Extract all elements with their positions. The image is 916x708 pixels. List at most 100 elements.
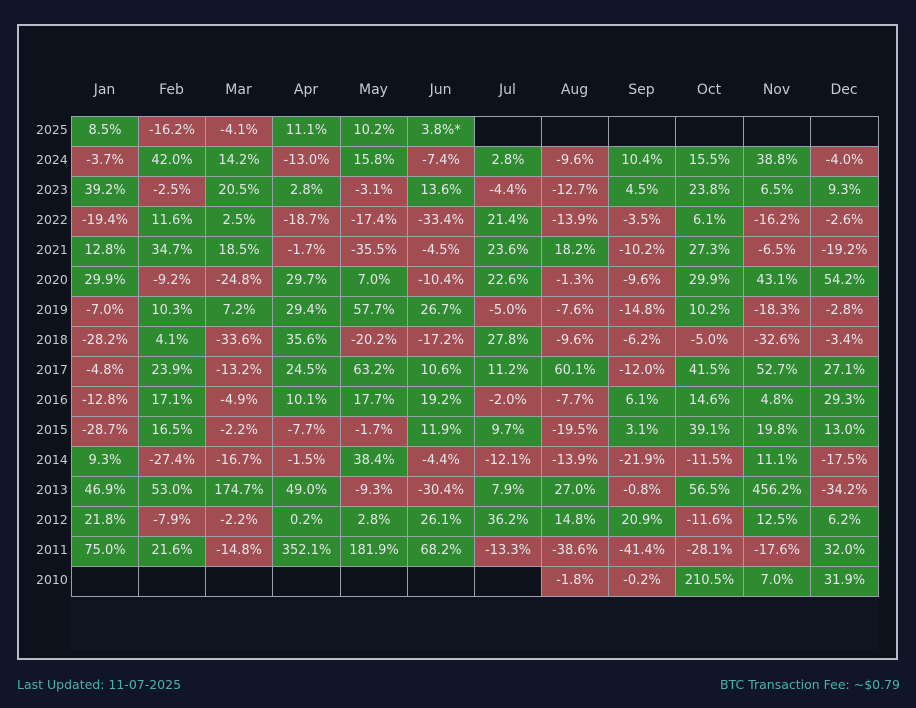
- return-cell: 46.9%: [71, 476, 139, 507]
- return-cell: 38.8%: [743, 146, 811, 177]
- month-header-oct: Oct: [696, 82, 722, 98]
- return-cell: 29.3%: [810, 386, 879, 417]
- return-cell: 0.2%: [272, 506, 341, 537]
- table-scroll-area: [70, 596, 878, 650]
- return-cell: -9.6%: [608, 266, 676, 297]
- return-cell: -2.2%: [205, 506, 273, 537]
- return-cell: 21.6%: [138, 536, 206, 567]
- return-cell: 27.0%: [541, 476, 609, 507]
- year-label: 2023: [36, 182, 68, 197]
- return-cell: 4.8%: [743, 386, 811, 417]
- return-cell: 27.1%: [810, 356, 879, 387]
- return-cell: -1.8%: [541, 566, 609, 597]
- return-cell: -9.6%: [541, 326, 609, 357]
- year-label: 2016: [36, 392, 68, 407]
- return-cell: 49.0%: [272, 476, 341, 507]
- empty-cell: [272, 566, 341, 597]
- return-cell: 29.7%: [272, 266, 341, 297]
- return-cell: 3.8%*: [407, 116, 475, 147]
- empty-cell: [474, 566, 542, 597]
- return-cell: 10.2%: [340, 116, 408, 147]
- return-cell: -19.5%: [541, 416, 609, 447]
- return-cell: 75.0%: [71, 536, 139, 567]
- return-cell: -3.4%: [810, 326, 879, 357]
- return-cell: -0.8%: [608, 476, 676, 507]
- return-cell: -24.8%: [205, 266, 273, 297]
- return-cell: -1.3%: [541, 266, 609, 297]
- return-cell: -11.6%: [675, 506, 744, 537]
- return-cell: -20.2%: [340, 326, 408, 357]
- return-cell: -32.6%: [743, 326, 811, 357]
- empty-cell: [205, 566, 273, 597]
- month-header-row: Jan Feb Mar Apr May Jun Jul Aug Sep Oct Nov Dec: [71, 78, 878, 102]
- return-cell: 8.5%: [71, 116, 139, 147]
- return-cell: -6.5%: [743, 236, 811, 267]
- return-cell: -21.9%: [608, 446, 676, 477]
- return-cell: -13.3%: [474, 536, 542, 567]
- return-cell: -7.0%: [71, 296, 139, 327]
- return-cell: 20.9%: [608, 506, 676, 537]
- return-cell: -16.2%: [743, 206, 811, 237]
- return-cell: -14.8%: [608, 296, 676, 327]
- empty-cell: [810, 116, 879, 147]
- empty-cell: [675, 116, 744, 147]
- return-cell: -34.2%: [810, 476, 879, 507]
- return-cell: 10.3%: [138, 296, 206, 327]
- return-cell: 181.9%: [340, 536, 408, 567]
- return-cell: -4.1%: [205, 116, 273, 147]
- empty-cell: [743, 116, 811, 147]
- year-label: 2015: [36, 422, 68, 437]
- return-cell: 7.0%: [743, 566, 811, 597]
- return-cell: 2.5%: [205, 206, 273, 237]
- return-cell: 34.7%: [138, 236, 206, 267]
- return-cell: 10.2%: [675, 296, 744, 327]
- return-cell: 11.6%: [138, 206, 206, 237]
- year-label: 2013: [36, 482, 68, 497]
- year-label: 2019: [36, 302, 68, 317]
- return-cell: -1.7%: [272, 236, 341, 267]
- return-cell: -0.2%: [608, 566, 676, 597]
- return-cell: 11.2%: [474, 356, 542, 387]
- return-cell: -12.7%: [541, 176, 609, 207]
- year-label: 2011: [36, 542, 68, 557]
- return-cell: 26.7%: [407, 296, 475, 327]
- return-cell: -5.0%: [675, 326, 744, 357]
- month-header-jul: Jul: [499, 82, 516, 98]
- empty-cell: [138, 566, 206, 597]
- return-cell: -2.8%: [810, 296, 879, 327]
- month-header-jun: Jun: [429, 82, 452, 98]
- return-cell: 53.0%: [138, 476, 206, 507]
- return-cell: 2.8%: [272, 176, 341, 207]
- return-cell: -28.1%: [675, 536, 744, 567]
- return-cell: 26.1%: [407, 506, 475, 537]
- return-cell: -7.7%: [272, 416, 341, 447]
- empty-cell: [71, 566, 139, 597]
- return-cell: 6.2%: [810, 506, 879, 537]
- return-cell: 41.5%: [675, 356, 744, 387]
- return-cell: -11.5%: [675, 446, 744, 477]
- return-cell: -19.2%: [810, 236, 879, 267]
- month-header-aug: Aug: [560, 82, 589, 98]
- return-cell: -3.1%: [340, 176, 408, 207]
- year-label: 2022: [36, 212, 68, 227]
- return-cell: 16.5%: [138, 416, 206, 447]
- return-cell: -7.4%: [407, 146, 475, 177]
- return-cell: 7.9%: [474, 476, 542, 507]
- return-cell: -28.2%: [71, 326, 139, 357]
- return-cell: -17.2%: [407, 326, 475, 357]
- year-label: 2024: [36, 152, 68, 167]
- return-cell: -18.3%: [743, 296, 811, 327]
- return-cell: -2.0%: [474, 386, 542, 417]
- return-cell: -4.9%: [205, 386, 273, 417]
- last-updated-label: Last Updated: 11-07-2025: [17, 677, 182, 692]
- return-cell: -17.5%: [810, 446, 879, 477]
- return-cell: -7.6%: [541, 296, 609, 327]
- return-cell: -7.9%: [138, 506, 206, 537]
- return-cell: -3.7%: [71, 146, 139, 177]
- return-cell: 18.5%: [205, 236, 273, 267]
- return-cell: 27.3%: [675, 236, 744, 267]
- year-label: 2017: [36, 362, 68, 377]
- return-cell: 6.1%: [608, 386, 676, 417]
- return-cell: -17.6%: [743, 536, 811, 567]
- return-cell: 35.6%: [272, 326, 341, 357]
